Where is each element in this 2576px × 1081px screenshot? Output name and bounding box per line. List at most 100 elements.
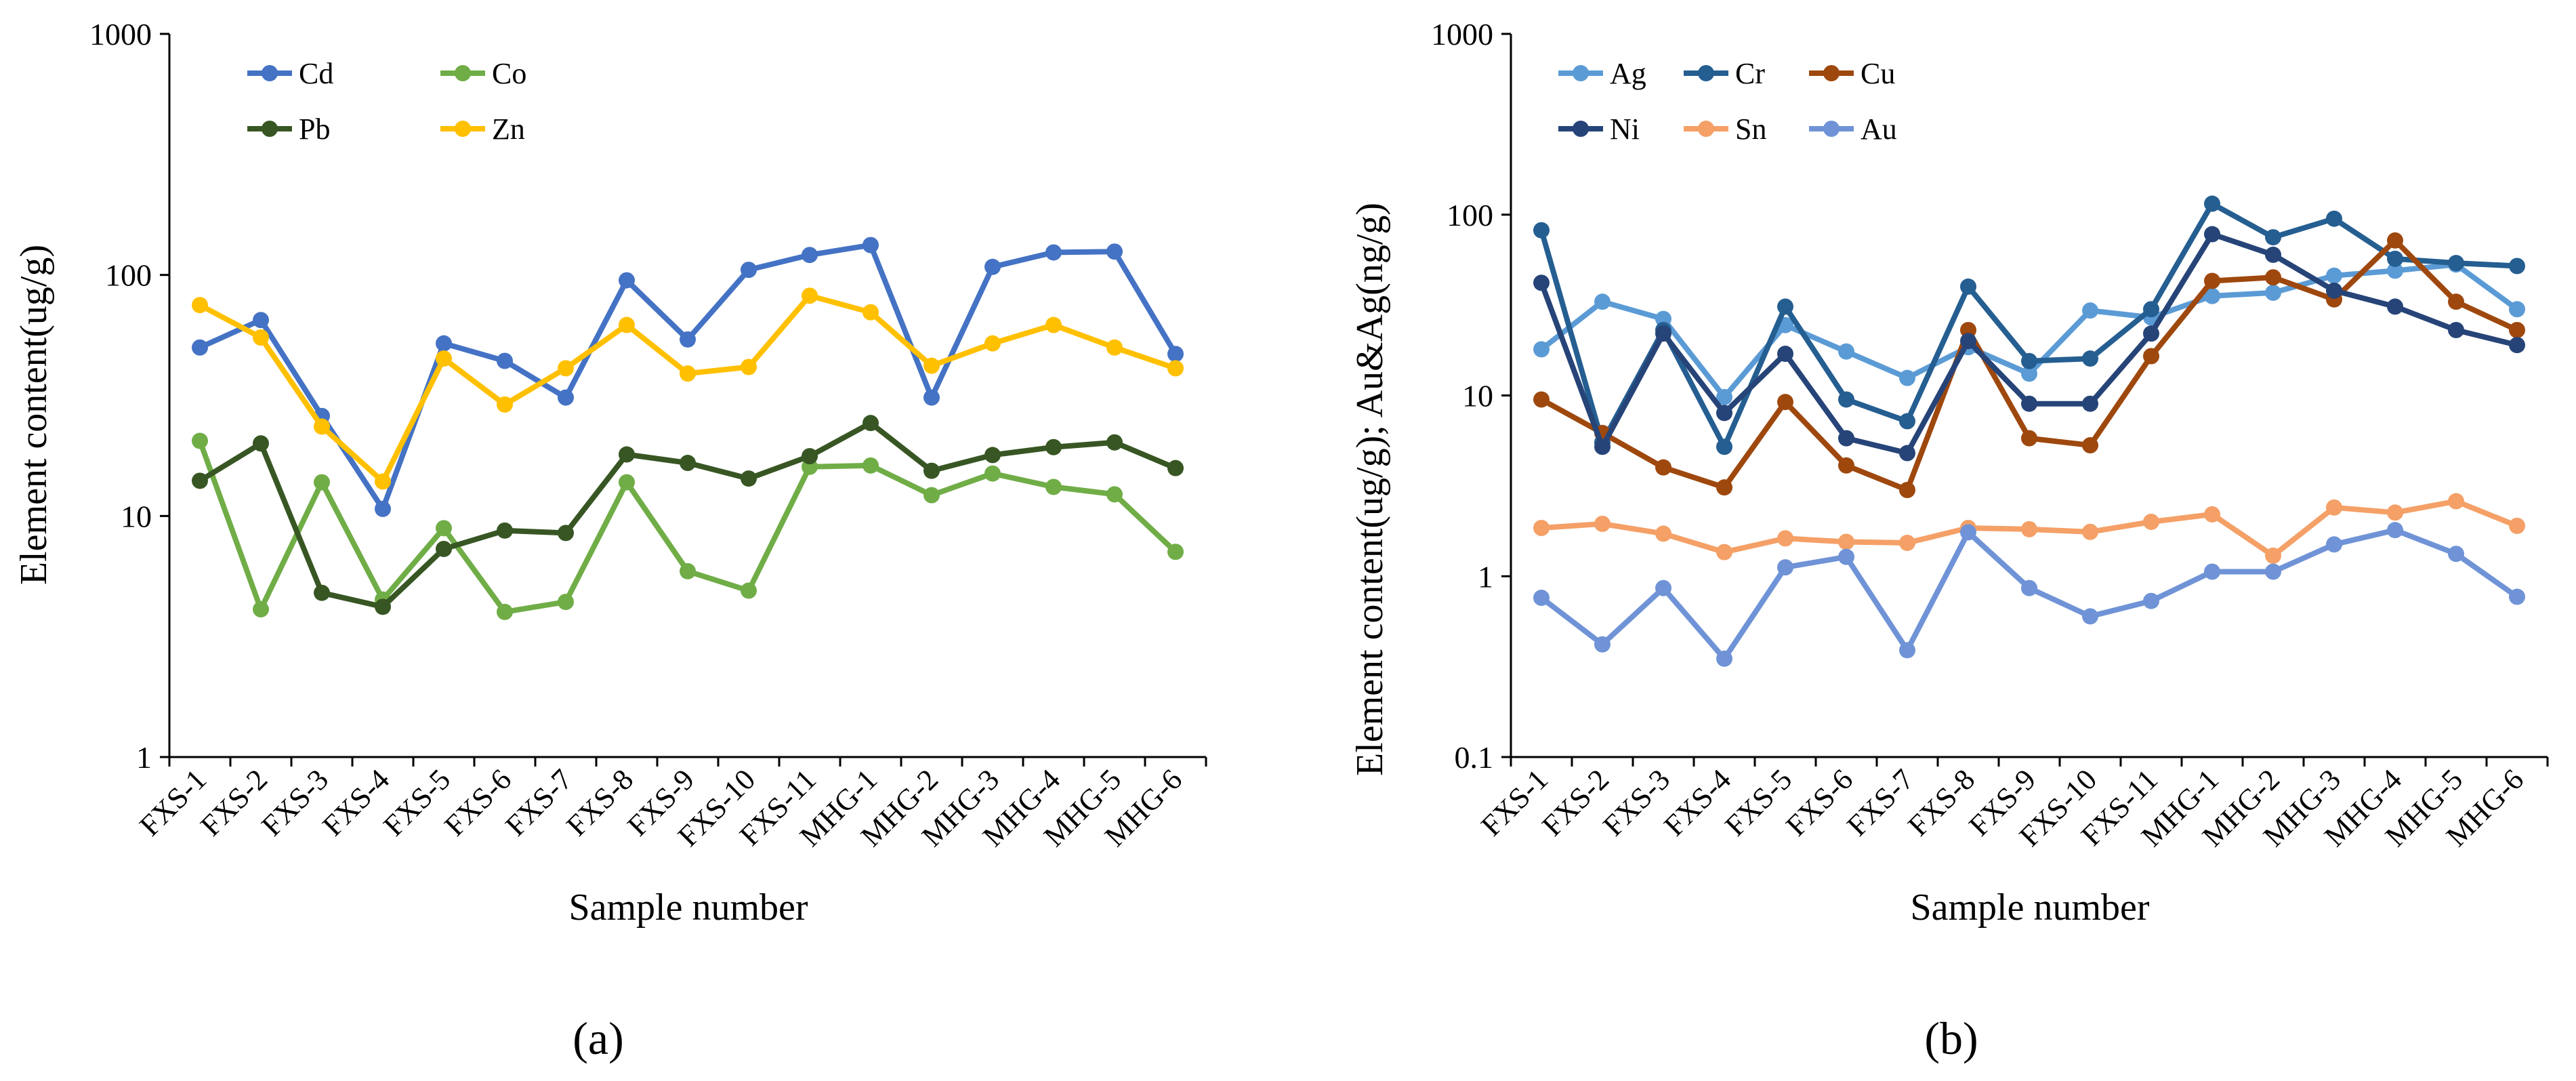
legend-item-cu: Cu (1809, 57, 1895, 90)
y-tick-label: 10 (121, 499, 152, 533)
data-point-au (1960, 524, 1976, 541)
data-point-cd (558, 389, 574, 406)
legend-marker (1823, 65, 1840, 81)
series-zn (192, 287, 1184, 490)
data-point-au (2448, 546, 2464, 563)
legend-label: Pb (299, 113, 330, 146)
data-point-pb (314, 584, 330, 601)
legend-marker (262, 121, 278, 137)
data-point-cr (2509, 258, 2525, 274)
data-point-cr (1777, 298, 1793, 315)
data-point-pb (1106, 434, 1123, 451)
data-point-cr (2082, 350, 2098, 367)
data-point-ni (2448, 322, 2464, 339)
data-point-cr (2387, 250, 2403, 267)
data-point-cd (497, 352, 513, 369)
data-point-cr (1716, 438, 1732, 455)
legend-item-ni: Ni (1558, 113, 1640, 146)
data-point-cr (1899, 413, 1915, 430)
data-point-zn (741, 359, 757, 375)
data-point-au (2082, 608, 2098, 625)
data-point-cr (2143, 301, 2159, 318)
data-point-cu (2265, 269, 2281, 286)
data-point-co (984, 465, 1001, 482)
x-tick-label: FXS-6 (1779, 762, 1859, 842)
data-point-co (923, 487, 940, 504)
data-point-cr (2021, 352, 2037, 369)
data-point-pb (253, 435, 269, 452)
data-point-cd (619, 272, 635, 289)
y-tick-label: 10 (1462, 379, 1493, 413)
data-point-ni (1960, 333, 1976, 350)
y-tick-label: 100 (105, 258, 152, 293)
data-point-ni (2143, 325, 2159, 342)
series-ag (1533, 256, 2525, 405)
data-point-ni (2387, 298, 2403, 315)
data-point-ni (1594, 438, 1611, 455)
x-tick-label: FXS-8 (1901, 762, 1981, 842)
data-point-cd (984, 258, 1001, 275)
data-point-zn (1045, 317, 1062, 333)
data-point-pb (375, 598, 391, 615)
data-point-cu (2448, 293, 2464, 310)
legend-marker (262, 65, 278, 81)
data-point-cd (1045, 244, 1062, 261)
data-point-cd (375, 500, 391, 517)
data-point-pb (497, 522, 513, 539)
data-point-cu (2509, 322, 2525, 339)
x-axis-title: Sample number (568, 886, 808, 929)
legend-label: Cu (1861, 57, 1895, 90)
data-point-zn (192, 297, 208, 314)
data-point-ag (2509, 301, 2525, 318)
data-point-cu (2021, 430, 2037, 447)
data-point-pb (192, 472, 208, 489)
data-point-ni (2082, 395, 2098, 412)
x-tick-label: FXS-4 (1657, 762, 1737, 842)
data-point-ag (2021, 365, 2037, 382)
data-point-au (1716, 650, 1732, 667)
data-point-co (558, 594, 574, 611)
data-point-co (192, 432, 208, 449)
data-point-sn (2265, 547, 2281, 564)
legend-marker (455, 65, 471, 81)
data-point-co (619, 474, 635, 491)
data-point-sn (2448, 493, 2464, 510)
data-point-cu (1716, 479, 1732, 496)
legend-item-co: Co (440, 57, 526, 90)
data-point-cu (1533, 391, 1550, 408)
data-point-sn (2326, 499, 2342, 516)
data-point-sn (1838, 533, 1854, 550)
data-point-ag (1716, 388, 1732, 405)
data-point-au (1838, 548, 1854, 565)
data-point-au (2021, 579, 2037, 596)
data-point-au (2387, 522, 2403, 539)
data-point-pb (619, 446, 635, 463)
data-point-pb (558, 525, 574, 542)
data-point-cd (253, 312, 269, 329)
data-point-pb (741, 470, 757, 487)
data-point-pb (923, 462, 940, 479)
data-point-pb (1167, 460, 1184, 476)
legend-item-pb: Pb (247, 113, 330, 146)
data-point-sn (1655, 525, 1671, 542)
data-point-co (314, 474, 330, 491)
data-point-ag (1594, 293, 1611, 310)
x-tick-label: FXS-6 (438, 762, 518, 842)
series-ni (1533, 226, 2525, 462)
y-tick-label: 1000 (89, 17, 152, 52)
data-point-cr (1960, 278, 1976, 295)
data-point-sn (2509, 517, 2525, 534)
data-point-sn (2204, 506, 2220, 523)
legend-item-cr: Cr (1684, 57, 1765, 90)
data-point-sn (1533, 519, 1550, 536)
data-point-cd (192, 339, 208, 356)
data-point-au (2204, 563, 2220, 580)
data-point-zn (863, 304, 879, 321)
data-point-co (497, 603, 513, 620)
series-cr (1533, 195, 2525, 455)
data-point-co (680, 563, 696, 579)
data-point-sn (1899, 534, 1915, 551)
x-tick-label: FXS-3 (255, 762, 335, 842)
data-point-cd (680, 331, 696, 348)
data-point-cu (1838, 457, 1854, 474)
